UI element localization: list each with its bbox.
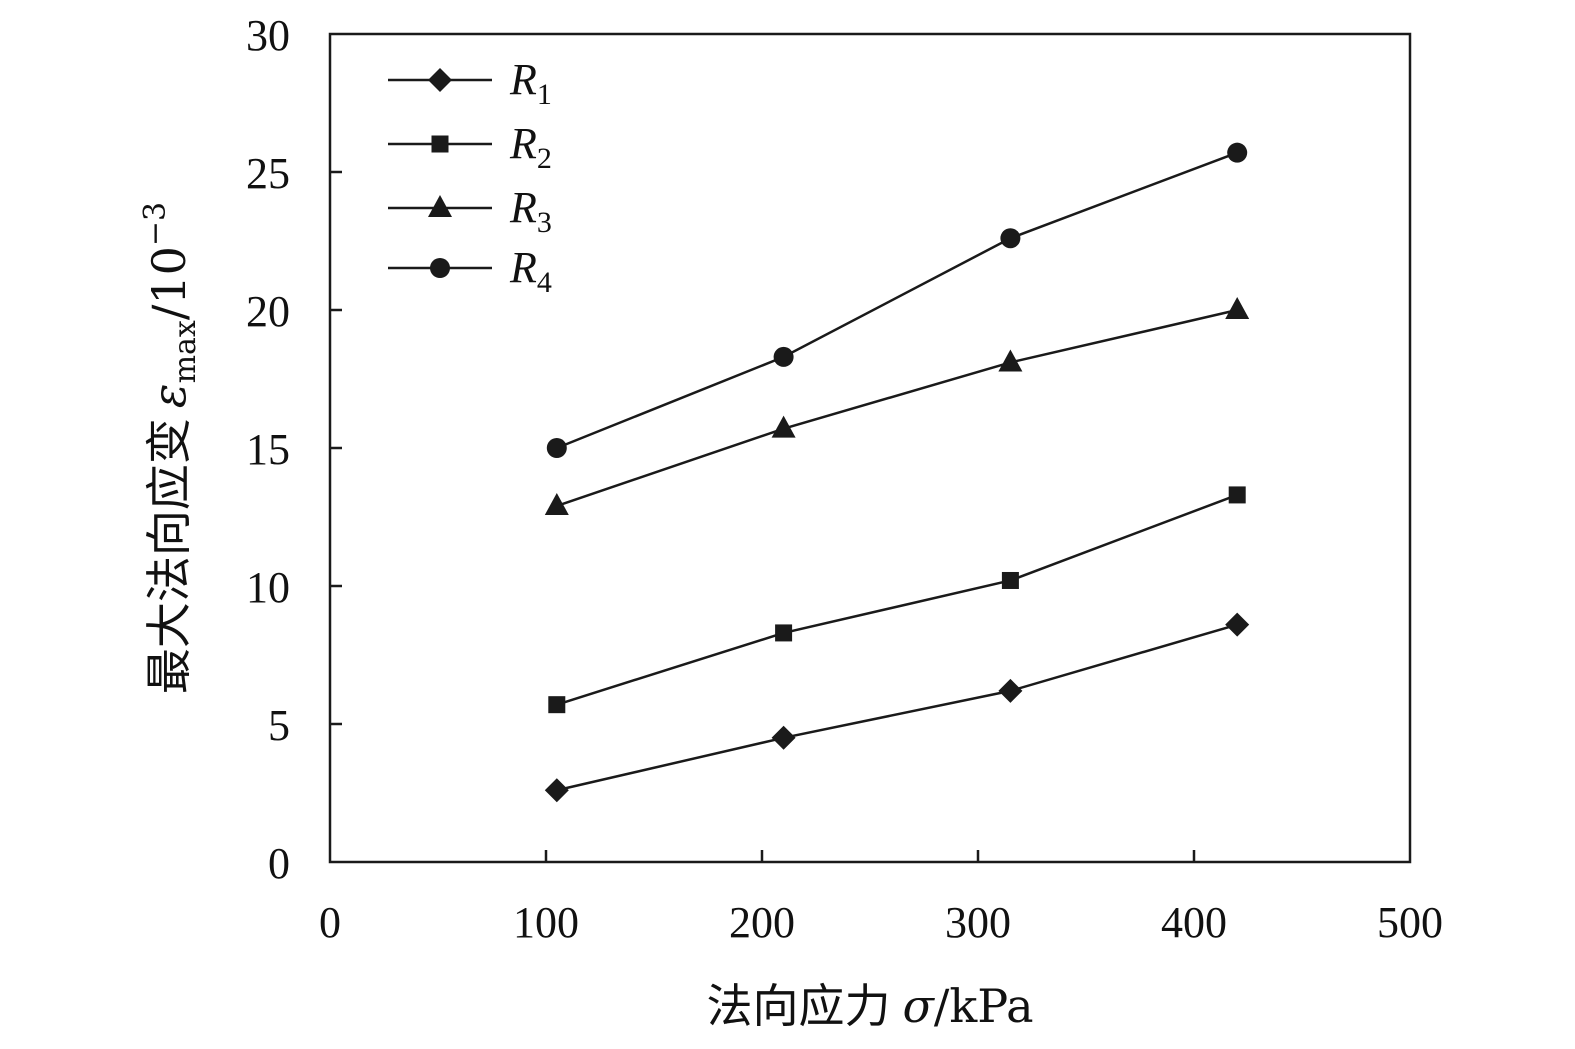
data-point-diamond: [771, 725, 796, 750]
y-tick-label: 25: [246, 149, 290, 198]
legend-label-sub: 4: [537, 266, 552, 299]
x-axis-title: 法向应力 σ/kPa: [706, 979, 1033, 1033]
x-tick-label: 300: [945, 898, 1011, 947]
legend-label: R4: [509, 243, 552, 299]
data-point-circle: [1000, 228, 1021, 249]
legend-label-sub: 1: [537, 78, 552, 111]
legend-label-name: R: [509, 183, 537, 232]
series-line: [556, 308, 1238, 508]
y-axis-unit-exp: −3: [138, 202, 173, 246]
y-tick-label: 10: [246, 563, 290, 612]
x-tick-label: 400: [1161, 898, 1227, 947]
x-axis-title-cn: 法向应力: [706, 979, 890, 1033]
data-point-square: [548, 696, 566, 714]
data-point-diamond: [998, 678, 1023, 703]
x-axis-unit: /kPa: [934, 979, 1034, 1033]
legend-label-sub: 2: [537, 142, 552, 175]
data-point-circle: [546, 438, 567, 458]
y-tick-label: 15: [246, 425, 290, 474]
legend-label-name: R: [509, 55, 537, 104]
y-axis-title-cn: 最大法向应变: [142, 418, 196, 694]
series-R2: [548, 486, 1246, 714]
plot-frame: [328, 32, 1412, 864]
series-R4: [546, 142, 1248, 458]
data-point-triangle: [998, 349, 1023, 372]
series-R1: [544, 612, 1250, 803]
y-tick-label: 20: [246, 287, 290, 336]
legend-marker-circle: [430, 258, 450, 278]
legend-item: R4: [388, 243, 552, 299]
x-tick-label: 500: [1377, 898, 1443, 947]
legend-label-name: R: [509, 119, 537, 168]
y-axis-title: 最大法向应变 εmax/10−3: [138, 202, 203, 694]
y-axis-unit: /10: [142, 246, 196, 320]
x-tick-label: 0: [319, 898, 341, 947]
legend-item: R1: [388, 55, 552, 111]
y-axis-ticks: 0 5 10 15 20 25 30: [246, 11, 342, 888]
series-line: [556, 623, 1238, 792]
x-tick-label: 200: [729, 898, 795, 947]
data-point-square: [1001, 571, 1019, 589]
data-point-square: [775, 624, 793, 642]
series-line: [556, 151, 1238, 450]
legend-label: R3: [509, 183, 552, 239]
legend-marker-triangle: [428, 195, 452, 217]
x-axis-symbol: σ: [902, 979, 935, 1033]
series-layer: [544, 142, 1250, 803]
series-R3: [544, 297, 1250, 515]
legend-item: R2: [388, 119, 552, 175]
y-axis-symbol-sub: max: [168, 320, 203, 383]
legend-label-name: R: [509, 243, 537, 292]
data-point-circle: [1227, 142, 1248, 163]
y-tick-label: 30: [246, 11, 290, 60]
legend-label: R2: [509, 119, 552, 175]
data-point-triangle: [544, 492, 569, 515]
y-tick-label: 0: [268, 839, 290, 888]
data-point-square: [1228, 486, 1246, 504]
data-point-circle: [773, 346, 794, 367]
legend-item: R3: [388, 183, 552, 239]
series-line: [556, 493, 1238, 706]
data-point-diamond: [544, 778, 569, 803]
legend-marker-diamond: [428, 68, 452, 92]
data-point-diamond: [1225, 612, 1250, 637]
y-tick-label: 5: [268, 701, 290, 750]
y-axis-symbol: ε: [142, 383, 196, 408]
x-axis-ticks: 0 100 200 300 400 500: [319, 850, 1443, 947]
legend-label-sub: 3: [537, 206, 552, 239]
data-point-triangle: [771, 415, 796, 438]
data-point-triangle: [1225, 297, 1250, 319]
legend-marker-square: [431, 135, 449, 153]
legend-label: R1: [509, 55, 552, 111]
x-tick-label: 100: [513, 898, 579, 947]
